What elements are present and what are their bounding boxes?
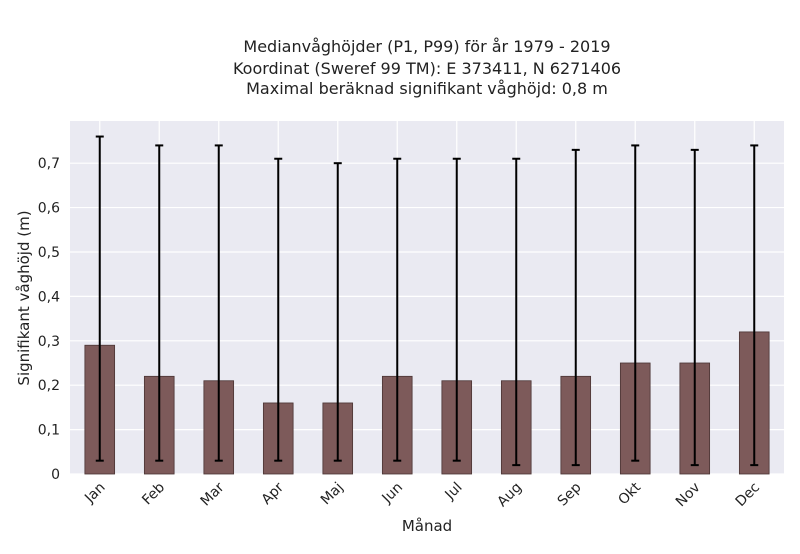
chart-title-line-1: Medianvåghöjder (P1, P99) för år 1979 - … [243,37,610,56]
x-tick-label: Sep [555,479,585,509]
y-tick-label: 0,3 [38,334,60,350]
y-axis-label: Signifikant våghöjd (m) [15,210,33,385]
x-tick-label: Feb [139,479,168,508]
chart-title-line-3: Maximal beräknad signifikant våghöjd: 0,… [246,79,608,98]
x-tick-label: Jul [442,480,466,504]
chart-title-line-2: Koordinat (Sweref 99 TM): E 373411, N 62… [233,59,621,78]
y-tick-label: 0,6 [38,201,60,217]
x-tick-label: Apr [259,479,288,508]
x-tick-label: Maj [318,480,347,509]
y-tick-labels: 0 0,1 0,2 0,3 0,4 0,5 0,6 0,7 [38,156,60,483]
x-axis-label: Månad [402,517,452,535]
y-tick-label: 0,7 [38,156,60,172]
plot-area [70,121,784,474]
x-tick-label: Jan [81,480,108,507]
y-tick-label: 0,1 [38,423,60,439]
x-tick-label: Dec [733,480,763,510]
x-tick-label: Mar [198,479,228,509]
y-tick-label: 0 [51,467,60,483]
errorbars-layer [95,135,759,467]
y-tick-label: 0,4 [38,289,60,305]
x-tick-labels: Jan Feb Mar Apr Maj Jun Jul Aug Sep Okt Nov Dec [81,479,763,510]
x-tick-label: Aug [494,480,525,511]
x-tick-label: Nov [673,480,704,511]
x-tick-label: Okt [615,479,644,508]
y-tick-label: 0,5 [38,245,60,261]
y-tick-label: 0,2 [38,378,60,394]
x-tick-label: Jun [379,480,406,507]
